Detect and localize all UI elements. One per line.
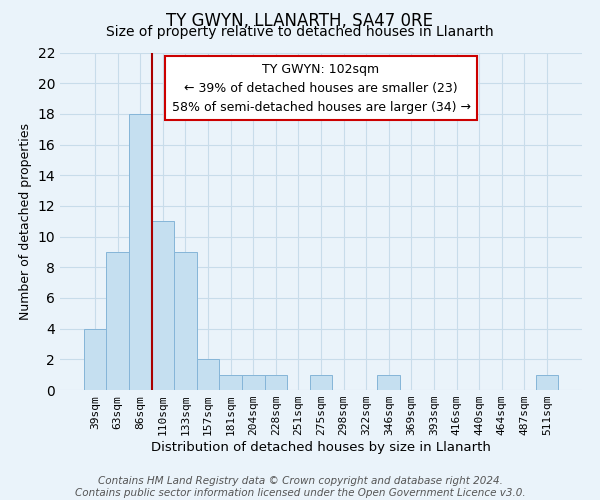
Text: Contains HM Land Registry data © Crown copyright and database right 2024.
Contai: Contains HM Land Registry data © Crown c…: [74, 476, 526, 498]
Bar: [310, 374, 332, 390]
Bar: [129, 114, 152, 390]
Bar: [377, 374, 400, 390]
Bar: [265, 374, 287, 390]
Text: TY GWYN, LLANARTH, SA47 0RE: TY GWYN, LLANARTH, SA47 0RE: [167, 12, 433, 30]
Bar: [152, 221, 174, 390]
Bar: [197, 360, 220, 390]
Bar: [84, 328, 106, 390]
X-axis label: Distribution of detached houses by size in Llanarth: Distribution of detached houses by size …: [151, 441, 491, 454]
Y-axis label: Number of detached properties: Number of detached properties: [19, 122, 32, 320]
Bar: [536, 374, 558, 390]
Bar: [174, 252, 197, 390]
Bar: [106, 252, 129, 390]
Bar: [242, 374, 265, 390]
Text: Size of property relative to detached houses in Llanarth: Size of property relative to detached ho…: [106, 25, 494, 39]
Text: TY GWYN: 102sqm
← 39% of detached houses are smaller (23)
58% of semi-detached h: TY GWYN: 102sqm ← 39% of detached houses…: [172, 62, 470, 114]
Bar: [220, 374, 242, 390]
